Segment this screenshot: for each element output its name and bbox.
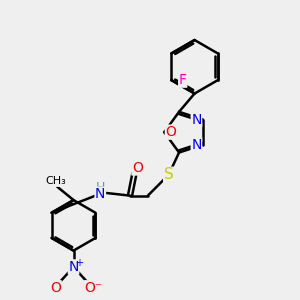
Text: O: O: [165, 125, 176, 139]
Text: N: N: [95, 187, 106, 201]
Text: N: N: [191, 138, 202, 152]
Text: S: S: [164, 167, 173, 182]
Text: +: +: [75, 258, 83, 268]
Text: H: H: [96, 181, 105, 194]
Text: CH₃: CH₃: [45, 176, 66, 186]
Text: O⁻: O⁻: [85, 281, 103, 295]
Text: O: O: [132, 161, 143, 175]
Text: O: O: [50, 281, 61, 295]
Text: N: N: [68, 260, 79, 274]
Text: N: N: [191, 112, 202, 127]
Text: F: F: [179, 73, 187, 87]
